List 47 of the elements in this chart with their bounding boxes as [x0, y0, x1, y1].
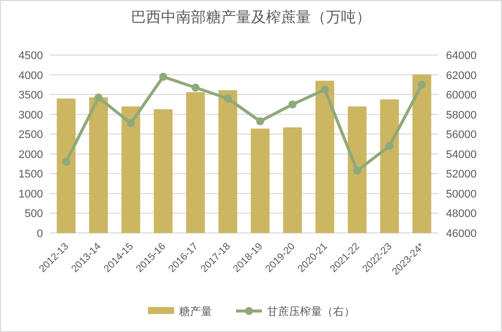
y-tick-label: 2000	[18, 148, 43, 161]
bar	[250, 128, 270, 233]
bar	[412, 74, 432, 233]
bar	[218, 90, 238, 233]
y-tick-label: 4500	[18, 50, 43, 62]
y-tick-label: 500	[24, 208, 43, 220]
point	[353, 166, 362, 175]
y-tick-label: 2500	[18, 129, 43, 142]
legend-label: 糖产量	[179, 305, 212, 318]
point	[386, 142, 394, 150]
y2-tick-label: 64000	[446, 50, 477, 62]
y2-tick-label: 48000	[446, 208, 477, 220]
y2-tick-label: 62000	[446, 70, 477, 82]
bar	[380, 99, 399, 233]
y-tick-label: 3500	[18, 90, 43, 102]
point	[192, 84, 200, 92]
point	[159, 72, 168, 81]
bar	[186, 92, 205, 233]
y-tick-label: 1500	[18, 168, 43, 181]
y-tick-label: 0	[36, 228, 43, 240]
y2-tick-label: 60000	[446, 90, 477, 102]
point	[288, 100, 296, 108]
y2-tick-label: 54000	[446, 148, 477, 161]
bar	[348, 106, 367, 233]
point	[94, 94, 102, 102]
legend-label: 甘蔗压榨量（右）	[267, 305, 355, 318]
y2-tick-label: 50000	[446, 188, 477, 200]
bar	[89, 97, 108, 233]
y2-tick-label: 58000	[446, 109, 477, 122]
point	[224, 94, 232, 103]
y2-tick-label: 56000	[446, 129, 477, 142]
point	[418, 80, 426, 89]
bar	[56, 98, 76, 233]
bar	[121, 106, 140, 233]
chart-title: 巴西中南部糖产量及榨蔗量（万吨）	[131, 9, 371, 26]
y2-tick-label: 46000	[446, 228, 477, 240]
bar	[283, 127, 302, 233]
point	[256, 117, 264, 126]
y-tick-label: 1000	[18, 188, 43, 200]
y-tick-label: 3000	[18, 109, 43, 122]
bar	[315, 80, 334, 233]
y2-tick-label: 52000	[446, 168, 477, 181]
bar	[154, 109, 173, 233]
point	[320, 86, 329, 94]
point	[126, 119, 135, 128]
point	[62, 158, 70, 166]
y-tick-label: 4000	[18, 70, 43, 82]
